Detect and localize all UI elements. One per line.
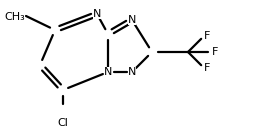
Text: F: F — [204, 63, 210, 73]
Text: CH₃: CH₃ — [4, 12, 25, 22]
Text: Cl: Cl — [58, 118, 68, 128]
Text: N: N — [104, 67, 112, 77]
Text: N: N — [128, 67, 136, 77]
Text: F: F — [204, 31, 210, 41]
Text: F: F — [212, 47, 218, 57]
Text: N: N — [93, 9, 101, 19]
Text: N: N — [128, 15, 136, 25]
